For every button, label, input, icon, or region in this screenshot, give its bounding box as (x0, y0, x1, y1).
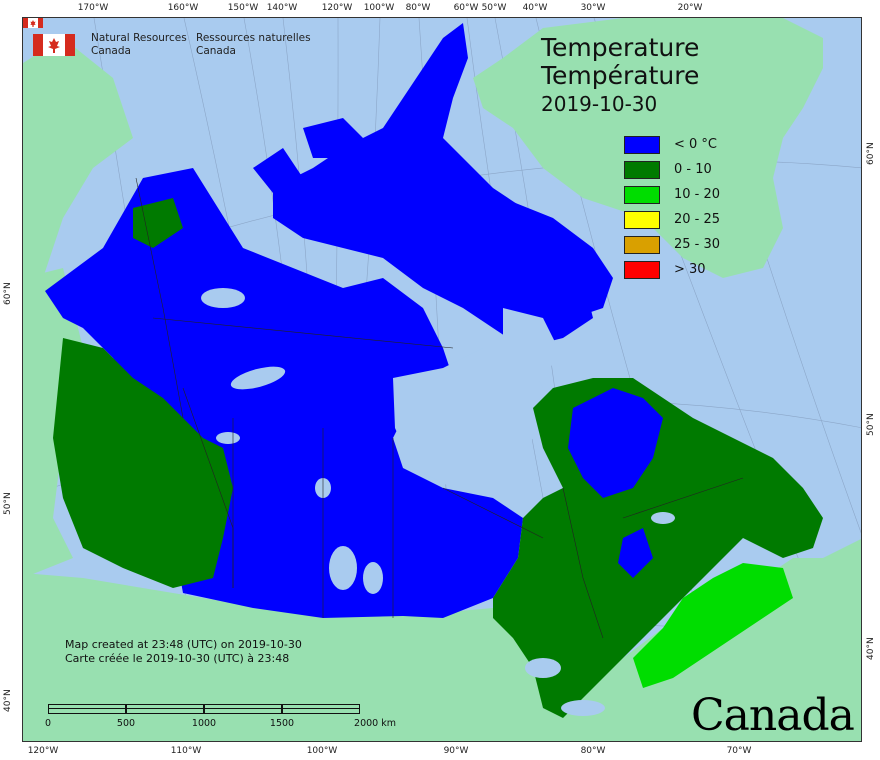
graticule-label-top: 80°W (405, 3, 431, 13)
legend-item: < 0 °C (624, 134, 764, 158)
baffin-island (463, 188, 613, 318)
graticule-label-left: 50°N (3, 492, 13, 515)
legend-label: 0 - 10 (674, 162, 712, 177)
arctic-island (253, 148, 303, 193)
graticule-label-top: 20°W (677, 3, 703, 13)
legend-swatch (624, 211, 660, 229)
graticule-label-top: 30°W (580, 3, 606, 13)
scale-segment (48, 704, 126, 714)
graticule-label-top: 170°W (77, 3, 109, 13)
wordmark-flag-icon (23, 18, 43, 28)
cold-region-west (45, 168, 523, 618)
map-credits: Map created at 23:48 (UTC) on 2019-10-30… (65, 638, 302, 666)
warm-region-maritimes (633, 563, 793, 688)
graticule-label-left: 40°N (3, 689, 13, 712)
graticule-label-top: 140°W (266, 3, 298, 13)
legend-label: 10 - 20 (674, 187, 721, 202)
scale-midline (48, 708, 360, 709)
graticule-label-top: 160°W (167, 3, 199, 13)
scale-label: 1000 (191, 718, 217, 729)
scale-segment (126, 704, 204, 714)
graticule-label-bottom: 120°W (27, 746, 59, 756)
lakes (201, 288, 675, 716)
legend-label: < 0 °C (674, 137, 718, 152)
alaska-land (23, 38, 133, 298)
org-name-fr-line2: Canada (196, 45, 236, 57)
map-svg (23, 18, 861, 741)
org-name-en-line1: Natural Resources (91, 32, 187, 44)
legend-item: 0 - 10 (624, 159, 764, 183)
legend-swatch (624, 161, 660, 179)
legend-label: 20 - 25 (674, 212, 721, 227)
graticule-label-right: 50°N (866, 413, 876, 436)
graticule-label-top: 50°W (481, 3, 507, 13)
scale-label: 2000 km (354, 718, 396, 729)
mild-region-west (53, 338, 233, 588)
title-french: Température (541, 61, 700, 90)
scale-label: 500 (116, 718, 136, 729)
legend-item: 25 - 30 (624, 234, 764, 258)
graticule-label-top: 120°W (321, 3, 353, 13)
map-canvas[interactable]: Natural Resources Canada Ressources natu… (22, 17, 862, 742)
legend-item: 20 - 25 (624, 209, 764, 233)
map-title: Temperature Température 2019-10-30 (541, 34, 699, 118)
scale-bar: 0 500 1000 1500 2000 km (43, 704, 403, 736)
graticule-label-bottom: 100°W (306, 746, 338, 756)
legend-swatch (624, 136, 660, 154)
title-english: Temperature (541, 33, 700, 62)
graticule-label-top: 100°W (363, 3, 395, 13)
legend-item: 10 - 20 (624, 184, 764, 208)
canada-flag-icon (33, 34, 75, 56)
graticule-label-top: 60°W (453, 3, 479, 13)
canada-wordmark: Canada (691, 690, 855, 741)
hudson-bay (393, 348, 543, 488)
org-name-fr-line1: Ressources naturelles (196, 32, 311, 44)
legend-swatch (624, 236, 660, 254)
legend-label: 25 - 30 (674, 237, 721, 252)
scale-label: 0 (44, 718, 52, 729)
graticule-label-top: 40°W (522, 3, 548, 13)
graticule-label-right: 40°N (866, 637, 876, 660)
provincial-borders (135, 177, 744, 639)
graticule-label-bottom: 70°W (726, 746, 752, 756)
scale-label: 1500 (269, 718, 295, 729)
org-name-en-line2: Canada (91, 45, 131, 57)
credits-line-en: Map created at 23:48 (UTC) on 2019-10-30 (65, 638, 302, 651)
mild-region-yukon (133, 198, 183, 248)
graticule-label-bottom: 90°W (443, 746, 469, 756)
legend-swatch (624, 261, 660, 279)
graticule-label-bottom: 110°W (170, 746, 202, 756)
legend-label: > 30 (674, 262, 706, 277)
arctic-island (303, 118, 363, 158)
graticule-label-bottom: 80°W (580, 746, 606, 756)
cold-region-quebec-south (618, 528, 653, 578)
usa-land (23, 539, 861, 741)
legend-item: > 30 (624, 259, 764, 283)
foxe-basin (503, 308, 563, 378)
scale-segment (204, 704, 282, 714)
graticule-label-left: 60°N (3, 282, 13, 305)
cold-region-quebec (568, 388, 663, 498)
graticule-label-top: 150°W (227, 3, 259, 13)
graticule-label-right: 60°N (866, 142, 876, 165)
scale-segment (282, 704, 360, 714)
title-date: 2019-10-30 (541, 92, 658, 116)
legend-swatch (624, 186, 660, 204)
credits-line-fr: Carte créée le 2019-10-30 (UTC) à 23:48 (65, 652, 290, 665)
